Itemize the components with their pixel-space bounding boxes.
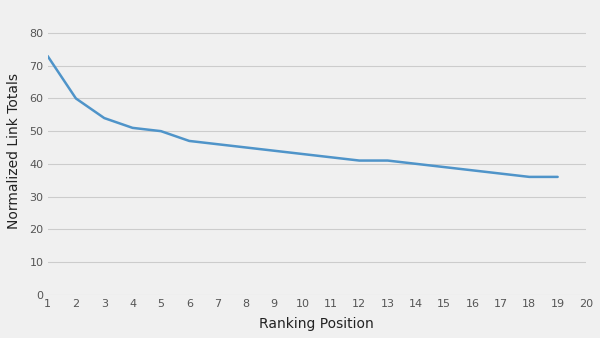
X-axis label: Ranking Position: Ranking Position <box>259 317 374 331</box>
Y-axis label: Normalized Link Totals: Normalized Link Totals <box>7 73 21 229</box>
